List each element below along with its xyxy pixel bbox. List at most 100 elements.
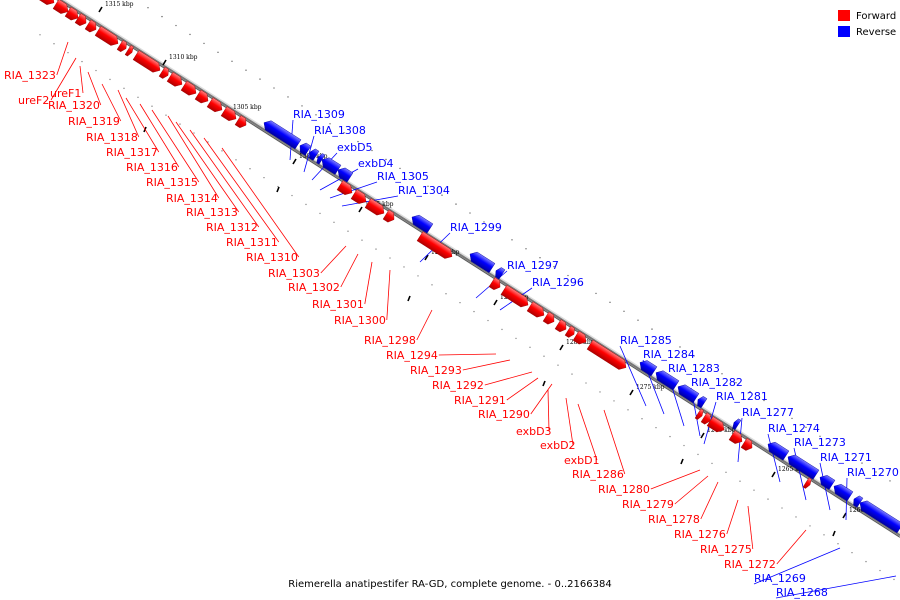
tick-dot [469, 212, 471, 214]
forward-gene-label: RIA_1314 [166, 192, 218, 205]
reverse-gene [309, 148, 320, 161]
reverse-gene [833, 484, 854, 502]
tick-dot [161, 15, 163, 18]
tick-dot [735, 382, 737, 384]
tick-dot [165, 114, 167, 116]
tick-dot-track [39, 6, 895, 581]
scale-tick [832, 530, 836, 537]
tick-dot [791, 417, 793, 420]
leader-line [530, 383, 553, 415]
forward-gene-label: RIA_1315 [146, 176, 198, 189]
forward-gene [728, 430, 743, 444]
tick-dot [809, 525, 811, 527]
tick-dot [763, 399, 765, 402]
forward-gene-label: RIA_1316 [126, 161, 178, 174]
leader-line [747, 505, 754, 550]
tick-dot [707, 364, 709, 366]
tick-dot [851, 551, 853, 554]
tick-dot [427, 185, 429, 187]
tick-dot [179, 123, 181, 125]
reverse-gene [321, 157, 342, 175]
scale-tick [842, 512, 847, 519]
tick-dot [767, 498, 769, 500]
tick-dot [207, 141, 209, 143]
leader-line [438, 353, 497, 356]
tick-dot [777, 408, 779, 411]
forward-gene-label: exbD2 [540, 439, 576, 452]
reverse-gene-label: RIA_1270 [847, 466, 899, 479]
tick-dot [483, 221, 485, 223]
tick-dot [231, 60, 233, 62]
leader-line [189, 129, 260, 228]
forward-gene [586, 339, 627, 370]
tick-dot [511, 239, 513, 241]
tick-dot [389, 257, 391, 259]
tick-dot [39, 34, 41, 36]
forward-gene [116, 39, 127, 53]
tick-dot [567, 274, 569, 277]
forward-gene-label: RIA_1286 [572, 468, 624, 481]
forward-gene [336, 180, 353, 195]
leader-line [726, 499, 739, 535]
tick-dot [529, 346, 531, 349]
tick-dot [175, 24, 177, 27]
forward-gene-label: RIA_1291 [454, 394, 506, 407]
gene-features [32, 0, 900, 534]
tick-dot [301, 105, 303, 107]
forward-gene [220, 106, 237, 121]
leader-line [767, 433, 781, 483]
tick-dot [151, 105, 153, 107]
forward-gene-label: RIA_1311 [226, 236, 278, 249]
forward-gene-label: RIA_1292 [432, 379, 484, 392]
tick-dot [343, 131, 345, 134]
tick-dot [847, 453, 849, 455]
leader-line [462, 359, 511, 371]
leader-line [753, 547, 841, 585]
tick-dot [893, 578, 895, 581]
tick-dot [651, 328, 653, 330]
reverse-gene-label: RIA_1277 [742, 406, 794, 419]
forward-gene-label: RIA_1278 [648, 513, 700, 526]
tick-dot [459, 301, 461, 304]
leader-line [151, 109, 200, 183]
tick-dot [683, 444, 685, 447]
forward-gene-label: RIA_1320 [48, 99, 100, 112]
tick-dot [487, 319, 489, 322]
forward-gene [416, 231, 453, 259]
forward-gene [52, 0, 69, 14]
tick-dot [865, 560, 867, 563]
legend-forward-label: Forward [856, 11, 896, 22]
tick-dot [203, 42, 205, 45]
forward-gene [180, 80, 197, 96]
tick-dot [609, 301, 611, 304]
legend-reverse-swatch [838, 26, 850, 37]
tick-dot [259, 78, 261, 80]
reverse-gene-label: RIA_1271 [820, 451, 872, 464]
leader-line [776, 529, 807, 565]
tick-dot [287, 96, 289, 98]
tick-dot [431, 284, 433, 286]
reverse-gene [337, 167, 354, 183]
forward-gene-label: RIA_1279 [622, 498, 674, 511]
forward-gene-label: ureF2 [18, 94, 49, 107]
leader-line [125, 97, 160, 153]
tick-dot [315, 114, 317, 116]
leader-line [79, 65, 84, 94]
leader-line [56, 41, 69, 76]
leader-line [700, 481, 719, 520]
tick-dot [613, 400, 615, 402]
forward-gene-label: RIA_1319 [68, 115, 120, 128]
scale-tick [292, 158, 297, 165]
tick-dot [109, 78, 111, 81]
forward-gene [488, 277, 501, 291]
tick-dot [623, 310, 625, 312]
tick-dot [347, 230, 349, 232]
tick-dot [473, 310, 475, 313]
reverse-gene [819, 475, 836, 490]
forward-gene-label: RIA_1298 [364, 334, 416, 347]
tick-dot [585, 382, 587, 384]
scale-tick [276, 186, 280, 193]
reverse-gene [767, 441, 790, 461]
tick-dot [361, 239, 363, 241]
reverse-gene-label: RIA_1308 [314, 124, 366, 137]
